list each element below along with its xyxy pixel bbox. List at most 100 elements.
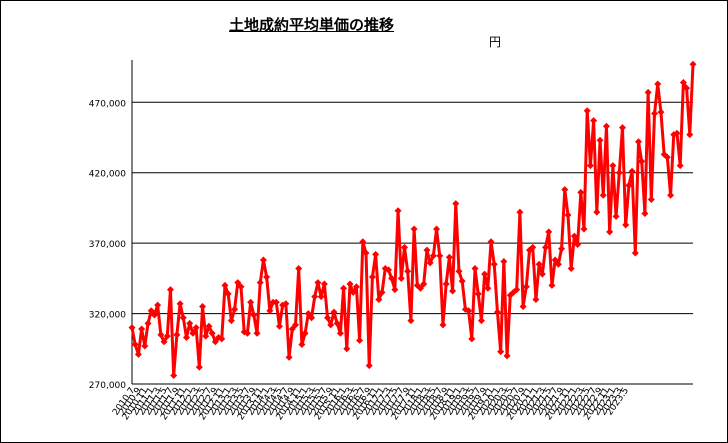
data-point <box>218 335 226 343</box>
data-point <box>667 191 675 199</box>
data-point <box>234 279 242 287</box>
data-point <box>487 238 495 246</box>
data-point <box>612 212 620 220</box>
data-point <box>580 225 588 233</box>
data-point <box>583 107 591 115</box>
data-point <box>304 310 312 318</box>
data-point <box>227 317 235 325</box>
data-point <box>663 153 671 161</box>
data-point <box>147 307 155 315</box>
data-point <box>596 136 604 144</box>
chart-title: 土地成約平均単価の推移 <box>229 16 395 34</box>
data-point <box>176 300 184 308</box>
data-point <box>365 362 373 370</box>
data-point <box>182 334 190 342</box>
data-point <box>352 283 360 291</box>
data-point <box>618 124 626 132</box>
data-point <box>529 243 537 251</box>
data-point <box>676 162 684 170</box>
data-point <box>250 311 258 319</box>
data-point <box>679 79 687 87</box>
data-point <box>407 317 415 325</box>
data-point <box>420 280 428 288</box>
data-point <box>683 84 691 92</box>
data-point <box>272 298 280 306</box>
data-point <box>593 208 601 216</box>
data-point <box>221 281 229 289</box>
data-point <box>481 270 489 278</box>
y-tick-label: 320,000 <box>89 311 126 321</box>
data-point <box>400 243 408 251</box>
data-point <box>449 287 457 295</box>
data-point <box>477 317 485 325</box>
data-point <box>631 249 639 257</box>
data-point <box>237 283 245 291</box>
data-point <box>391 286 399 294</box>
data-point <box>673 129 681 137</box>
data-point <box>259 256 267 264</box>
data-point <box>195 363 203 371</box>
data-point <box>490 260 498 268</box>
data-point <box>503 352 511 360</box>
data-point <box>548 281 556 289</box>
data-point <box>224 290 232 298</box>
y-tick-label: 470,000 <box>89 99 126 109</box>
data-point <box>654 80 662 88</box>
data-point <box>163 332 171 340</box>
data-point <box>622 221 630 229</box>
data-point <box>275 322 283 330</box>
data-point <box>333 319 341 327</box>
data-point <box>497 348 505 356</box>
data-point <box>247 298 255 306</box>
data-point <box>426 259 434 267</box>
data-point <box>452 200 460 208</box>
data-point <box>330 308 338 316</box>
data-point <box>564 211 572 219</box>
data-point <box>150 311 158 319</box>
y-tick-label: 370,000 <box>89 240 126 250</box>
y-unit-label: 円 <box>489 35 502 49</box>
data-point <box>558 245 566 253</box>
data-point <box>394 207 402 215</box>
data-point <box>205 322 213 330</box>
data-point <box>554 260 562 268</box>
data-point <box>625 181 633 189</box>
data-point <box>429 252 437 260</box>
data-point <box>324 314 332 322</box>
data-point <box>368 273 376 281</box>
data-point <box>500 257 508 265</box>
data-point <box>657 108 665 116</box>
data-point <box>291 321 299 329</box>
data-point <box>433 225 441 233</box>
data-point <box>606 228 614 236</box>
data-point <box>689 60 697 68</box>
data-point <box>263 273 271 281</box>
data-point <box>519 303 527 311</box>
data-point <box>686 131 694 139</box>
data-point <box>423 246 431 254</box>
data-point <box>243 329 251 337</box>
data-point <box>186 319 194 327</box>
data-point <box>231 305 239 313</box>
data-point <box>298 341 306 349</box>
data-point <box>471 264 479 272</box>
data-point <box>410 225 418 233</box>
data-point <box>609 162 617 170</box>
data-point <box>638 157 646 165</box>
data-point <box>202 332 210 340</box>
data-point <box>532 295 540 303</box>
data-point <box>484 284 492 292</box>
data-point <box>346 280 354 288</box>
data-point <box>199 303 207 311</box>
data-point <box>538 270 546 278</box>
data-point <box>157 331 165 339</box>
data-point <box>128 324 136 332</box>
data-point <box>317 293 325 301</box>
data-point <box>388 274 396 282</box>
series-line <box>130 64 695 378</box>
data-point <box>474 290 482 298</box>
data-point <box>561 186 569 194</box>
data-point <box>340 284 348 292</box>
data-point <box>343 345 351 353</box>
data-point <box>179 314 187 322</box>
